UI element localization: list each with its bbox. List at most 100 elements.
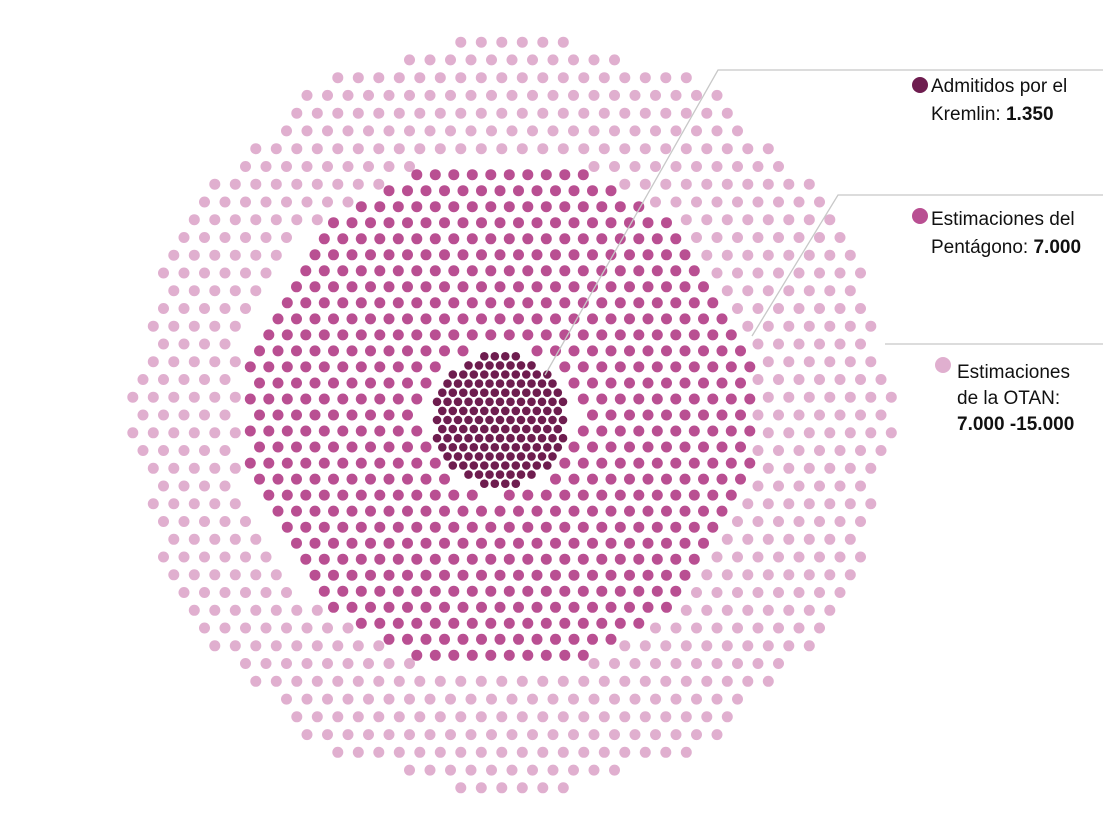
pentagon-dot — [559, 457, 571, 469]
pentagon-dot — [559, 361, 571, 373]
otan-dot — [352, 143, 364, 155]
pentagon-dot — [513, 633, 524, 645]
pentagon-dot — [337, 265, 349, 277]
otan-dot — [240, 622, 251, 634]
pentagon-dot — [392, 201, 404, 213]
otan-dot — [322, 89, 333, 101]
kremlin-dot — [495, 433, 505, 443]
otan-dot — [219, 338, 231, 350]
pentagon-dot — [596, 361, 608, 373]
pentagon-dot — [596, 233, 608, 245]
pentagon-dot — [661, 345, 672, 357]
otan-dot — [650, 161, 661, 172]
otan-dot — [639, 178, 651, 190]
otan-dot — [229, 427, 241, 439]
legend-kremlin-prefix: Kremlin: — [931, 104, 1006, 125]
otan-dot — [865, 462, 877, 474]
pentagon-dot — [355, 233, 367, 245]
pentagon-dot — [272, 313, 284, 325]
pentagon-dot — [439, 249, 450, 261]
otan-dot — [752, 374, 764, 385]
kremlin-dot — [490, 443, 500, 452]
pentagon-dot — [411, 457, 423, 469]
kremlin-dot — [495, 397, 505, 407]
otan-dot — [814, 445, 825, 456]
otan-dot — [742, 285, 754, 297]
kremlin-dot — [522, 388, 531, 398]
otan-dot — [773, 480, 784, 492]
otan-dot — [311, 711, 323, 723]
pentagon-dot — [263, 361, 275, 373]
pentagon-dot — [448, 489, 460, 501]
pentagon-dot — [605, 313, 617, 325]
pentagon-dot — [688, 553, 700, 565]
otan-dot — [250, 640, 262, 652]
kremlin-dot — [527, 361, 536, 370]
otan-dot — [373, 675, 385, 687]
otan-dot — [527, 54, 538, 66]
pentagon-dot — [642, 473, 654, 485]
otan-dot — [701, 711, 713, 723]
pentagon-dot — [392, 297, 404, 309]
pentagon-dot — [577, 425, 589, 437]
pentagon-dot — [448, 169, 460, 181]
pentagon-dot — [550, 601, 561, 613]
pentagon-dot — [513, 281, 524, 293]
otan-dot — [281, 196, 292, 208]
pentagon-dot — [707, 489, 719, 501]
otan-dot — [240, 516, 251, 527]
pentagon-dot — [577, 329, 589, 341]
otan-dot — [803, 427, 815, 439]
kremlin-dot — [448, 370, 458, 379]
otan-dot — [855, 409, 866, 421]
otan-dot — [855, 338, 866, 350]
kremlin-dot — [543, 370, 552, 379]
otan-dot — [701, 214, 713, 226]
pentagon-dot — [402, 633, 413, 645]
pentagon-dot — [383, 345, 395, 357]
kremlin-dot — [453, 452, 463, 461]
pentagon-dot — [568, 377, 580, 389]
pentagon-dot — [476, 313, 487, 325]
otan-dot — [158, 338, 169, 350]
pentagon-dot — [309, 569, 321, 581]
pentagon-dot — [337, 457, 349, 469]
pentagon-dot — [522, 233, 534, 245]
pentagon-dot — [365, 473, 376, 485]
kremlin-dot — [543, 461, 552, 470]
pentagon-dot — [328, 409, 339, 421]
otan-dot — [752, 196, 764, 208]
pentagon-dot — [633, 585, 645, 597]
pentagon-dot — [651, 329, 663, 341]
pentagon-dot — [642, 441, 654, 453]
otan-dot — [568, 729, 579, 741]
pentagon-dot — [420, 633, 432, 645]
otan-dot — [814, 267, 825, 279]
otan-dot — [834, 480, 846, 492]
otan-dot — [373, 107, 385, 119]
kremlin-dot — [480, 424, 489, 434]
otan-dot — [568, 89, 579, 101]
otan-dot — [178, 232, 190, 243]
kremlin-dot — [485, 470, 494, 479]
pentagon-dot — [263, 489, 275, 501]
pentagon-dot — [318, 521, 330, 533]
pentagon-dot — [605, 537, 617, 549]
kremlin-dot — [474, 433, 484, 443]
otan-dot — [680, 72, 692, 84]
pentagon-dot — [411, 329, 423, 341]
pentagon-dot — [614, 393, 626, 405]
pentagon-dot — [346, 409, 358, 421]
otan-dot — [342, 729, 354, 741]
otan-dot — [588, 54, 600, 66]
otan-dot — [229, 214, 241, 226]
otan-dot — [455, 36, 467, 48]
otan-dot — [260, 658, 272, 669]
pentagon-dot — [263, 457, 275, 469]
otan-dot — [475, 107, 487, 119]
otan-dot — [363, 693, 374, 705]
pentagon-dot — [661, 441, 672, 453]
otan-dot — [557, 711, 569, 723]
pentagon-dot — [254, 345, 265, 357]
pentagon-dot — [577, 649, 589, 661]
